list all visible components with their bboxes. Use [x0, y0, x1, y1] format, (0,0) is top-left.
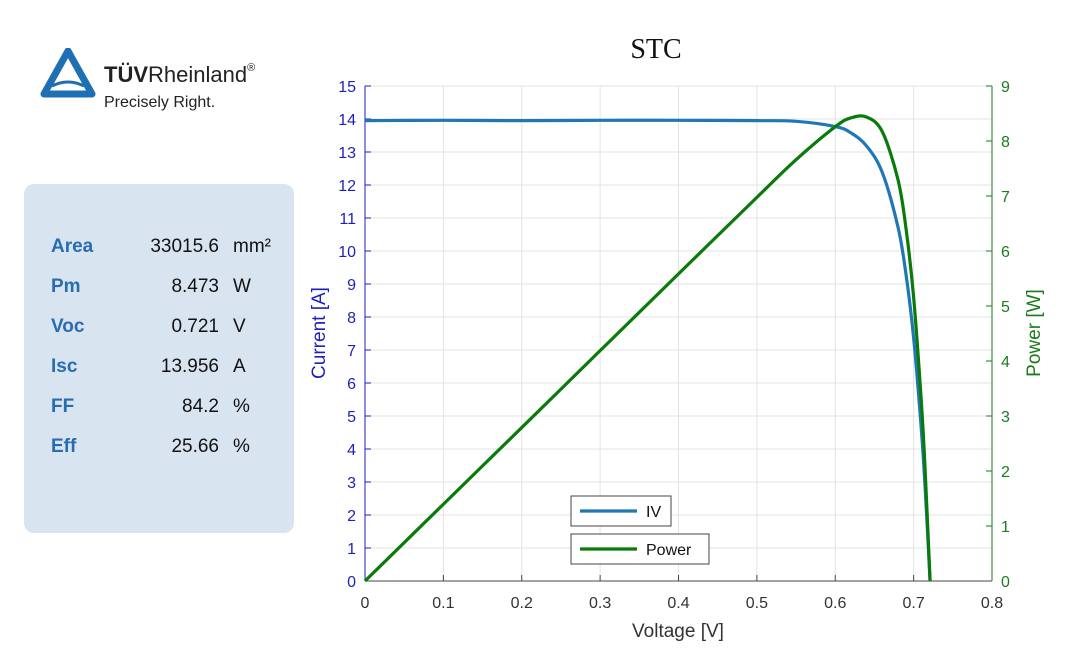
- y-tick-label: 13: [338, 145, 356, 162]
- spec-label: Pm: [51, 276, 81, 297]
- y-tick-label: 2: [347, 508, 356, 525]
- y2-tick-label: 1: [1001, 519, 1010, 536]
- y2-tick-label: 3: [1001, 409, 1010, 426]
- y-tick-label: 8: [347, 310, 356, 327]
- chart-title: STC: [630, 34, 681, 65]
- y-tick-label: 9: [347, 277, 356, 294]
- x-tick-label: 0.3: [589, 595, 611, 612]
- y-tick-label: 14: [338, 112, 356, 129]
- x-tick-label: 0.5: [746, 595, 768, 612]
- spec-label: FF: [51, 396, 75, 417]
- y-tick-label: 5: [347, 409, 356, 426]
- spec-value: 8.473: [171, 276, 219, 297]
- y2-tick-label: 9: [1001, 79, 1010, 96]
- spec-unit: mm²: [233, 236, 271, 257]
- spec-value: 13.956: [160, 356, 219, 377]
- spec-unit: %: [233, 396, 250, 417]
- y-tick-label: 11: [339, 211, 356, 228]
- x-tick-label: 0.6: [824, 595, 846, 612]
- spec-unit: %: [233, 436, 250, 457]
- x-tick-label: 0: [361, 595, 370, 612]
- y-tick-label: 15: [338, 79, 356, 96]
- x-tick-label: 0.2: [511, 595, 533, 612]
- spec-label: Eff: [51, 436, 77, 457]
- spec-row-voc: Voc 0.721 V: [51, 316, 291, 346]
- y-tick-label: 7: [347, 343, 356, 360]
- spec-unit: V: [233, 316, 246, 337]
- y-tick-label: 3: [347, 475, 356, 492]
- spec-row-ff: FF 84.2%: [51, 396, 291, 426]
- y-tick-label: 0: [347, 574, 356, 591]
- specs-panel: Area 33015.6 mm² Pm 8.473 W Voc 0.721 V Isc 13.956…: [24, 184, 294, 533]
- spec-label: Isc: [51, 356, 78, 377]
- x-axis-label: Voltage [V]: [632, 621, 724, 642]
- x-tick-label: 0.4: [667, 595, 689, 612]
- y2-tick-label: 4: [1001, 354, 1010, 371]
- spec-value: 25.66: [171, 436, 219, 457]
- spec-value: 33015.6: [150, 236, 219, 257]
- y2-tick-label: 5: [1001, 299, 1010, 316]
- x-tick-label: 0.1: [432, 595, 454, 612]
- brand-name: TÜVRheinland®: [104, 62, 256, 87]
- y2-tick-label: 6: [1001, 244, 1010, 261]
- y-tick-label: 6: [347, 376, 356, 393]
- y-axis-label: Current [A]: [309, 287, 330, 379]
- spec-value: 0.721: [171, 316, 219, 337]
- x-tick-label: 0.8: [981, 595, 1003, 612]
- spec-unit: A: [233, 356, 246, 377]
- tagline: Precisely Right.: [104, 94, 216, 111]
- spec-row-pm: Pm 8.473 W: [51, 276, 291, 306]
- spec-label: Voc: [51, 316, 85, 337]
- spec-row-isc: Isc 13.956 A: [51, 356, 291, 386]
- y-tick-label: 10: [338, 244, 356, 261]
- spec-row-eff: Eff 25.66%: [51, 436, 291, 466]
- spec-label: Area: [51, 236, 94, 257]
- y2-axis-label: Power [W]: [1024, 289, 1045, 377]
- y2-tick-label: 7: [1001, 189, 1010, 206]
- legend-label: IV: [646, 504, 661, 521]
- y2-tick-label: 0: [1001, 574, 1010, 591]
- spec-unit: W: [233, 276, 251, 297]
- y2-tick-label: 2: [1001, 464, 1010, 481]
- x-tick-label: 0.7: [903, 595, 925, 612]
- series-line-iv: [364, 118, 932, 582]
- spec-value: 84.2: [182, 396, 219, 417]
- y2-tick-label: 8: [1001, 134, 1010, 151]
- legend-label: Power: [646, 542, 692, 559]
- spec-row-area: Area 33015.6 mm²: [51, 236, 291, 266]
- triangle-logo-icon: [40, 48, 96, 98]
- tuv-logo: TÜVRheinland® Precisely Right.: [40, 48, 300, 118]
- y-tick-label: 1: [347, 541, 356, 558]
- series-line-power: [363, 114, 932, 583]
- y-tick-label: 4: [347, 442, 356, 459]
- y-tick-label: 12: [338, 178, 356, 195]
